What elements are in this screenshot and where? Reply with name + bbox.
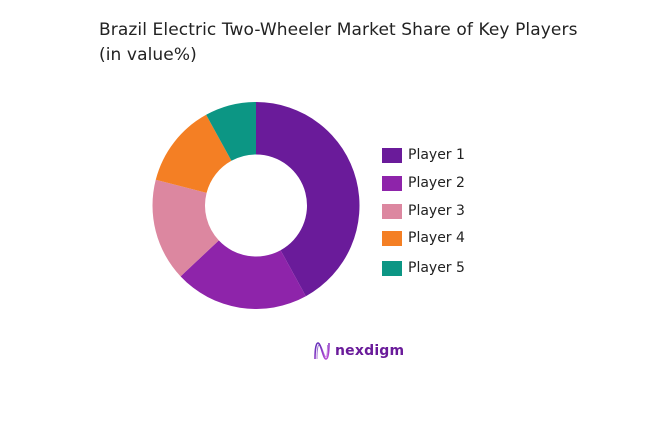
legend-item-player-3: Player 3	[382, 203, 465, 219]
donut-slices	[152, 102, 360, 309]
legend-label: Player 5	[408, 260, 465, 276]
legend-label: Player 4	[408, 230, 465, 246]
legend-label: Player 3	[408, 203, 465, 219]
legend-swatch	[382, 175, 402, 191]
donut-slice-player-1	[256, 102, 360, 297]
donut-slice-player-4	[155, 114, 232, 193]
legend-item-player-5: Player 5	[382, 260, 465, 276]
legend-swatch	[382, 203, 402, 219]
nexdigm-logo-icon	[314, 342, 330, 360]
legend-swatch	[382, 147, 402, 163]
donut-slice-player-2	[180, 240, 306, 309]
legend-label: Player 1	[408, 147, 465, 163]
chart-title: Brazil Electric Two-Wheeler Market Share…	[99, 18, 619, 68]
legend-item-player-2: Player 2	[382, 175, 465, 191]
donut-slice-player-5	[206, 102, 256, 161]
title-line-2: (in value%)	[99, 45, 197, 65]
nexdigm-logo: nexdigm	[313, 341, 404, 361]
nexdigm-logo-text: nexdigm	[335, 343, 405, 359]
legend-item-player-1: Player 1	[382, 147, 465, 163]
legend-swatch	[382, 260, 402, 276]
legend-label: Player 2	[408, 175, 465, 191]
donut-slice-player-3	[152, 179, 219, 277]
legend-item-player-4: Player 4	[382, 230, 465, 246]
legend-swatch	[382, 230, 402, 246]
title-line-1: Brazil Electric Two-Wheeler Market Share…	[99, 20, 578, 40]
